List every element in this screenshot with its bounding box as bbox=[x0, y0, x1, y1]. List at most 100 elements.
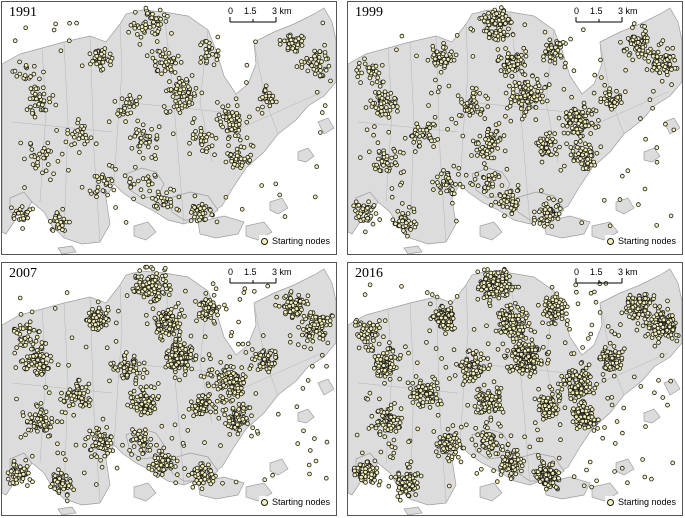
starting-node bbox=[52, 306, 58, 311]
island-polygon bbox=[9, 191, 33, 215]
starting-node bbox=[527, 364, 533, 369]
starting-node bbox=[498, 199, 504, 204]
starting-node bbox=[127, 180, 132, 185]
scale-bar: 0 1.5 3 km bbox=[224, 6, 324, 28]
starting-node bbox=[435, 89, 441, 95]
starting-node bbox=[551, 197, 556, 203]
starting-node bbox=[578, 134, 583, 139]
starting-node bbox=[224, 364, 230, 369]
starting-node bbox=[672, 57, 678, 63]
starting-node bbox=[20, 326, 26, 331]
starting-node bbox=[449, 116, 454, 122]
starting-node bbox=[37, 353, 43, 358]
starting-node bbox=[553, 204, 559, 209]
starting-node bbox=[292, 48, 298, 54]
starting-node bbox=[486, 11, 491, 16]
starting-node bbox=[144, 53, 150, 58]
starting-node bbox=[155, 68, 161, 73]
starting-node bbox=[90, 431, 95, 437]
starting-node bbox=[30, 111, 35, 116]
starting-node bbox=[153, 59, 158, 64]
starting-node bbox=[499, 287, 504, 292]
scale-label-3km: 3 km bbox=[618, 6, 638, 16]
starting-node bbox=[446, 319, 452, 324]
district-boundary-line bbox=[39, 308, 47, 464]
starting-node bbox=[538, 362, 544, 367]
starting-node bbox=[151, 19, 156, 25]
starting-node bbox=[142, 409, 147, 415]
starting-node bbox=[431, 144, 436, 149]
starting-node bbox=[379, 105, 384, 110]
starting-node bbox=[41, 91, 47, 97]
starting-node bbox=[313, 458, 319, 464]
starting-node bbox=[412, 224, 418, 230]
starting-node bbox=[387, 108, 393, 113]
starting-node bbox=[519, 116, 525, 122]
starting-node bbox=[195, 398, 201, 404]
starting-node bbox=[481, 280, 487, 286]
starting-node bbox=[229, 117, 234, 122]
starting-node bbox=[323, 475, 329, 481]
starting-node bbox=[64, 493, 70, 498]
mainland-polygon bbox=[2, 7, 336, 245]
starting-node bbox=[221, 400, 227, 405]
starting-node bbox=[191, 91, 197, 96]
district-boundary-line bbox=[113, 284, 123, 446]
starting-node bbox=[204, 58, 210, 64]
starting-node bbox=[76, 117, 81, 122]
starting-node bbox=[154, 442, 159, 448]
scale-label-3km: 3 km bbox=[272, 267, 292, 277]
mainland-polygon bbox=[348, 268, 682, 506]
starting-node bbox=[501, 62, 507, 68]
starting-node bbox=[265, 353, 271, 358]
starting-node bbox=[288, 296, 293, 301]
starting-node bbox=[581, 27, 586, 33]
starting-node bbox=[222, 108, 228, 114]
starting-node bbox=[124, 350, 129, 355]
starting-node bbox=[196, 481, 202, 486]
starting-node bbox=[576, 121, 582, 126]
starting-node bbox=[189, 471, 195, 476]
starting-node bbox=[83, 344, 89, 350]
starting-node bbox=[163, 453, 168, 459]
starting-node bbox=[481, 267, 487, 273]
starting-node bbox=[94, 61, 99, 67]
starting-node bbox=[380, 79, 386, 85]
starting-node bbox=[607, 86, 612, 91]
starting-node bbox=[526, 105, 532, 111]
starting-node bbox=[165, 14, 170, 19]
starting-node bbox=[543, 49, 548, 54]
starting-node bbox=[652, 323, 657, 329]
starting-node bbox=[204, 134, 210, 140]
starting-node bbox=[615, 95, 621, 100]
starting-node bbox=[651, 89, 656, 94]
starting-node bbox=[213, 135, 219, 141]
starting-node bbox=[51, 27, 57, 33]
starting-node bbox=[305, 293, 311, 299]
starting-node bbox=[456, 166, 462, 171]
starting-node bbox=[215, 386, 221, 392]
starting-node bbox=[37, 361, 43, 367]
starting-node bbox=[355, 74, 360, 80]
starting-node bbox=[596, 118, 601, 123]
starting-node bbox=[625, 300, 631, 305]
starting-node bbox=[234, 377, 239, 382]
starting-node bbox=[163, 321, 168, 327]
starting-node bbox=[309, 63, 315, 68]
starting-node bbox=[64, 395, 70, 401]
starting-node bbox=[20, 476, 26, 481]
starting-node bbox=[150, 394, 156, 399]
starting-node bbox=[472, 177, 478, 182]
starting-node bbox=[53, 102, 59, 108]
starting-node bbox=[574, 372, 579, 377]
starting-node bbox=[312, 322, 317, 327]
starting-node bbox=[35, 416, 40, 422]
starting-node bbox=[173, 353, 178, 358]
starting-node bbox=[230, 398, 235, 403]
starting-node bbox=[488, 131, 494, 137]
starting-node bbox=[557, 144, 562, 150]
starting-node bbox=[31, 327, 37, 333]
starting-node bbox=[599, 75, 604, 80]
starting-node bbox=[503, 288, 509, 294]
starting-node bbox=[324, 439, 330, 445]
